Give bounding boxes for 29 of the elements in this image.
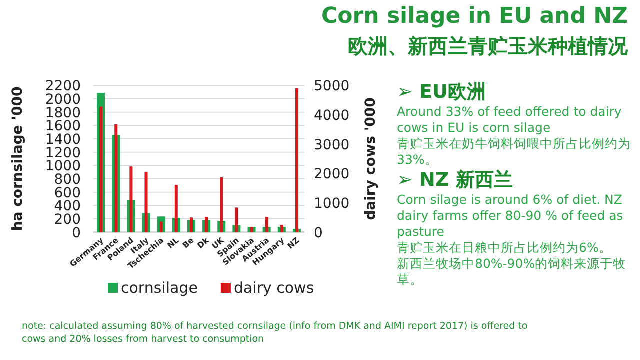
text: note: calculated assuming 80% of harvested cornsilage (info from DMK and AIMI report 2017) is offered to cows and 20% losses from harvest to consumption — [22, 320, 529, 346]
bar — [160, 222, 163, 232]
y-tick-label: 2200 — [45, 78, 81, 95]
x-tick-label: NL — [166, 236, 181, 250]
y2-tick-label: 3000 — [314, 137, 350, 154]
y-tick-label: 0 — [72, 225, 81, 242]
x-tick-label: NZ — [286, 236, 302, 251]
text: 欧洲、新西兰青贮玉米种植情况 — [348, 33, 628, 60]
text: ➢ EU欧洲 — [397, 80, 487, 104]
y2-tick-label: 0 — [314, 225, 323, 242]
y2-tick-label: 5000 — [314, 78, 350, 95]
text: ➢ NZ 新西兰 — [397, 168, 514, 192]
y-tick-label: 1600 — [45, 118, 81, 135]
y2-tick-label: 1000 — [314, 196, 350, 212]
y-axis-title: ha cornsilage '000 — [10, 86, 26, 232]
text: 青贮玉米在日粮中所占比例约为6%。 — [397, 240, 613, 256]
x-tick-label: Dk — [196, 236, 212, 251]
text: Corn silage is around 6% of diet. NZ dairy farms offer 80-90 % of feed as pasture — [397, 192, 624, 240]
y-tick-label: 600 — [54, 185, 81, 202]
text: 青贮玉米在奶牛饲料饲喂中所占比例约为33%。 — [397, 136, 632, 168]
y2-tick-label: 4000 — [314, 108, 350, 124]
y2-axis-title: dairy cows '000 — [363, 97, 379, 220]
y2-tick-label: 2000 — [314, 166, 350, 183]
legend-label: dairy cows — [234, 279, 314, 297]
text: Corn silage in EU and NZ — [322, 4, 628, 29]
legend-label: cornsilage — [121, 279, 198, 297]
text: Around 33% of feed offered to dairy cows in EU is corn silage — [397, 104, 623, 136]
x-tick-label: Be — [181, 236, 196, 250]
text: 新西兰牧场中80%-90%的饲料来源于牧草。 — [397, 256, 628, 288]
